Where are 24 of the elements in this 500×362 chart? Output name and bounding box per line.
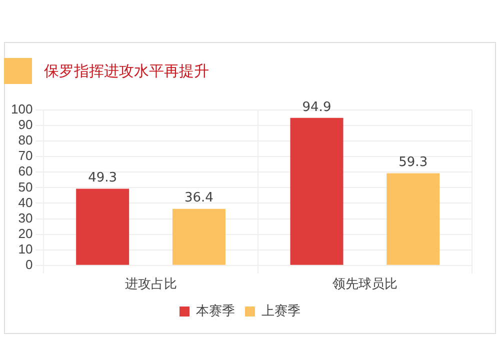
y-tick-label: 80	[18, 132, 33, 148]
y-tick-label: 90	[18, 117, 33, 132]
data-label: 49.3	[88, 170, 118, 186]
legend-label: 上赛季	[262, 303, 300, 318]
data-label: 36.4	[184, 190, 214, 206]
legend-label: 本赛季	[196, 303, 235, 318]
y-tick-label: 70	[18, 148, 33, 164]
y-tick-label: 0	[25, 256, 33, 272]
bar	[76, 188, 130, 265]
bar	[386, 173, 440, 265]
y-tick-label: 50	[18, 179, 33, 194]
data-label: 94.9	[302, 100, 332, 115]
bar	[290, 118, 344, 265]
chart-title: 保罗指挥进攻水平再提升	[44, 61, 209, 82]
bar	[172, 208, 226, 265]
y-tick-label: 20	[18, 226, 33, 241]
x-tick-label: 领先球员比	[332, 276, 398, 291]
x-tick-label: 进攻占比	[124, 276, 177, 291]
y-tick-label: 60	[18, 164, 33, 179]
y-tick-label: 30	[18, 210, 33, 226]
data-label: 59.3	[398, 155, 428, 170]
y-tick-label: 40	[18, 194, 33, 210]
y-tick-label: 100	[10, 102, 33, 117]
y-tick-label: 10	[18, 241, 33, 256]
